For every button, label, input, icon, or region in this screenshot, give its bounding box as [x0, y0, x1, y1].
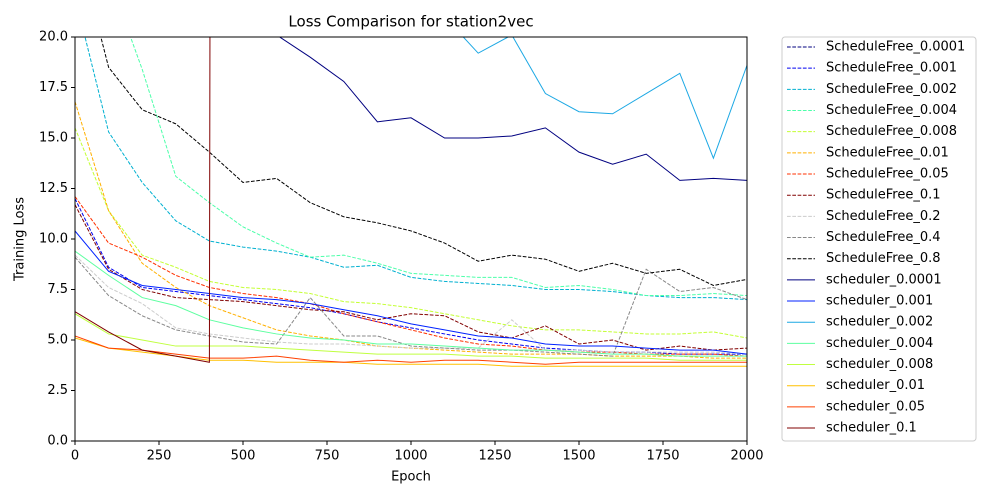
series-line: [100, 37, 747, 286]
y-tick-label: 17.5: [39, 80, 68, 95]
legend-label: scheduler_0.004: [826, 336, 933, 351]
plot-frame: [74, 36, 748, 442]
legend: ScheduleFree_0.0001 ScheduleFree_0.001 Sch…: [787, 40, 965, 436]
y-tick-label: 12.5: [39, 181, 68, 196]
legend-box: [781, 36, 977, 442]
x-tick-label: 2000: [730, 449, 763, 464]
legend-label: scheduler_0.05: [826, 399, 925, 414]
y-axis-label: Training Loss: [13, 197, 28, 282]
legend-label: ScheduleFree_0.1: [826, 188, 941, 203]
series-line: [75, 101, 747, 359]
y-tick-label: 15.0: [39, 131, 68, 146]
series-line: [75, 335, 747, 365]
legend-label: scheduler_0.002: [826, 315, 933, 330]
legend-label: ScheduleFree_0.0001: [826, 40, 965, 55]
legend-label: scheduler_0.01: [826, 378, 925, 393]
legend-label: ScheduleFree_0.8: [826, 251, 941, 266]
y-tick-label: 2.5: [47, 383, 68, 398]
series-line: [75, 127, 747, 339]
x-tick-label: 0: [71, 449, 79, 464]
series-line: [75, 37, 211, 363]
y-tick-label: 5.0: [47, 333, 68, 348]
legend-label: scheduler_0.1: [826, 421, 917, 436]
legend-label: ScheduleFree_0.004: [826, 103, 957, 118]
series-line: [75, 0, 747, 5]
legend-label: ScheduleFree_0.002: [826, 82, 957, 97]
x-tick-label: 750: [315, 449, 340, 464]
y-tick-label: 7.5: [47, 282, 68, 297]
x-axis-label: Epoch: [391, 470, 431, 485]
x-tick-label: 250: [147, 449, 172, 464]
x-tick-label: 1250: [478, 449, 511, 464]
y-tick-label: 20.0: [39, 30, 68, 45]
x-tick-label: 1500: [562, 449, 595, 464]
legend-label: ScheduleFree_0.008: [826, 124, 957, 139]
series-line: [75, 250, 747, 357]
series-line: [84, 37, 747, 301]
series-line: [129, 37, 747, 297]
series-line: [75, 198, 747, 355]
x-tick-label: 1000: [394, 449, 427, 464]
legend-label: ScheduleFree_0.001: [826, 61, 957, 76]
series-line: [75, 337, 747, 367]
legend-label: ScheduleFree_0.01: [826, 145, 949, 160]
y-tick-label: 0.0: [47, 434, 68, 449]
legend-label: scheduler_0.001: [826, 294, 933, 309]
legend-label: ScheduleFree_0.4: [826, 230, 941, 245]
series-line: [75, 313, 747, 361]
series-line: [75, 230, 747, 355]
legend-label: ScheduleFree_0.05: [826, 167, 949, 182]
series-line: [75, 204, 747, 351]
series-line: [75, 254, 747, 355]
legend-label: scheduler_0.008: [826, 357, 933, 372]
series-line: [278, 37, 747, 181]
legend-label: scheduler_0.0001: [826, 272, 942, 287]
series-line: [462, 37, 747, 160]
x-tick-label: 1750: [646, 449, 679, 464]
chart-title: Loss Comparison for station2vec: [288, 13, 533, 31]
x-tick-label: 500: [231, 449, 256, 464]
series-line: [75, 196, 747, 357]
legend-label: ScheduleFree_0.2: [826, 209, 941, 224]
series-line: [75, 256, 747, 357]
plot-lines: [75, 0, 747, 367]
y-tick-label: 10.0: [39, 232, 68, 247]
